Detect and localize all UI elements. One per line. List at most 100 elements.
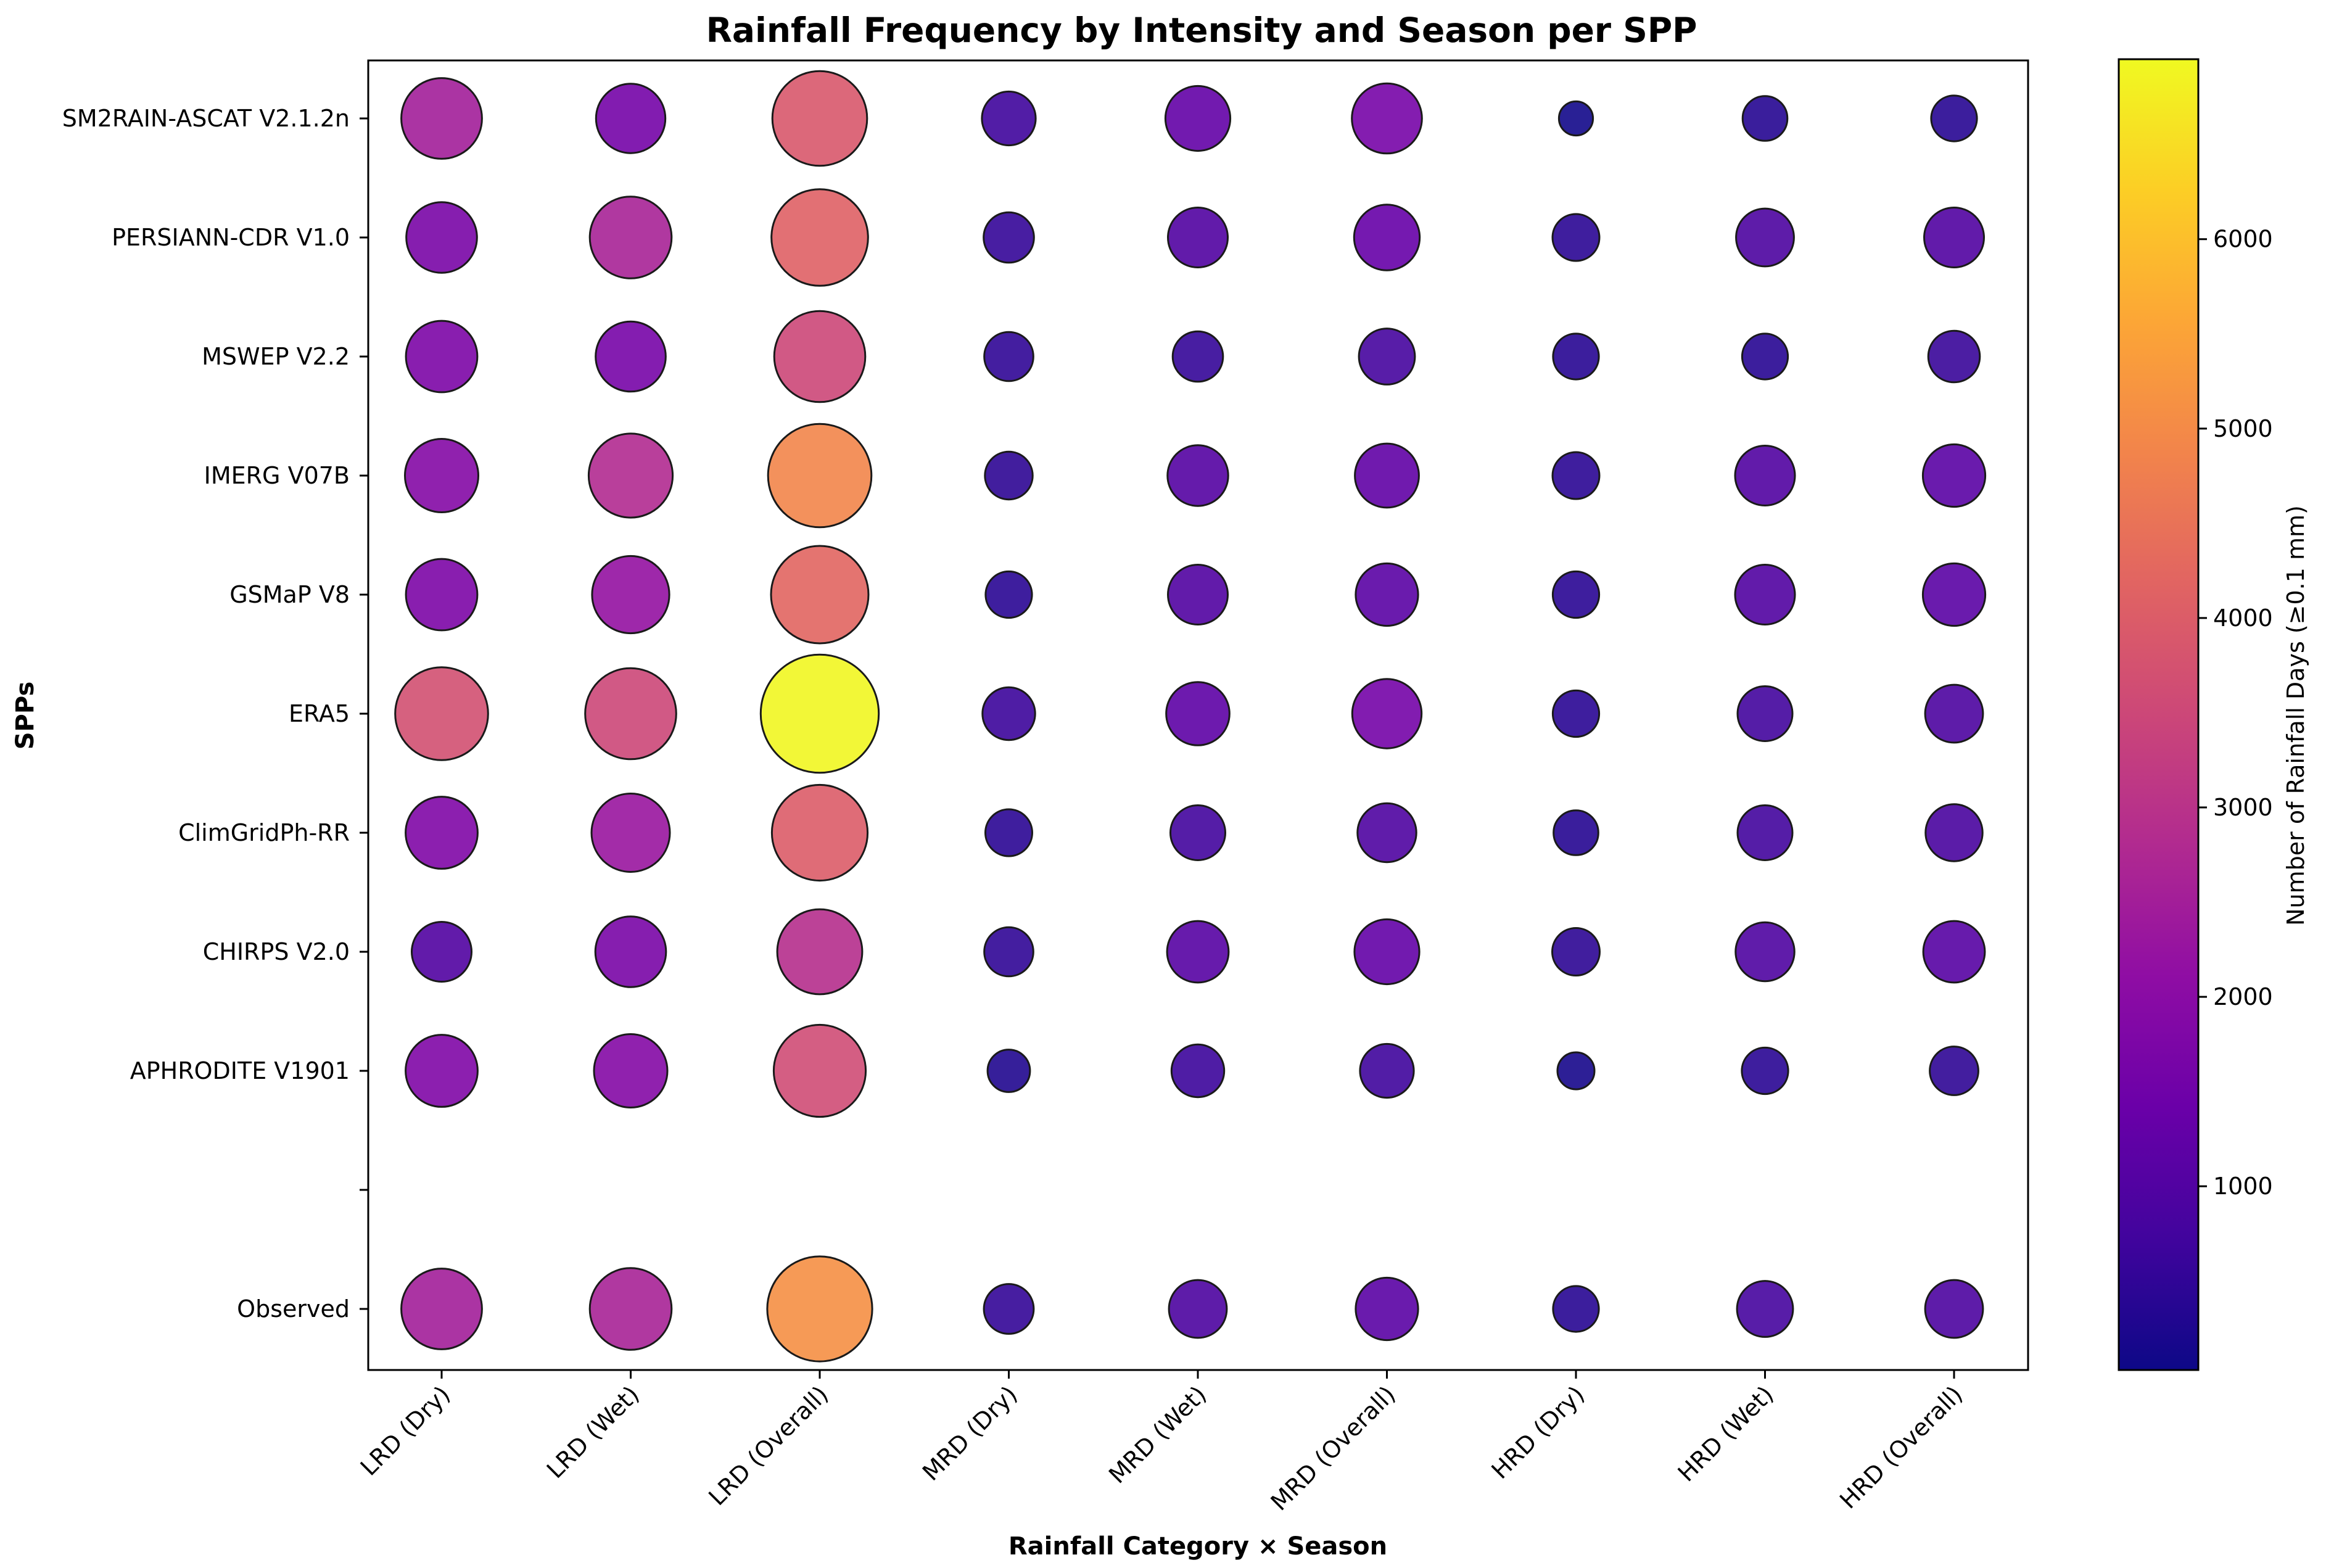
bubble-point bbox=[1164, 85, 1232, 152]
bubble-point bbox=[595, 320, 667, 393]
y-axis: SM2RAIN-ASCAT V2.1.2n PERSIANN-CDR V1.0 MS… bbox=[62, 105, 368, 1322]
bubble-point bbox=[1166, 444, 1229, 507]
bubble-point bbox=[1551, 213, 1601, 262]
bubble-point bbox=[1924, 803, 1984, 862]
colorbar-tick-label: 3000 bbox=[2213, 794, 2273, 821]
bubble-point bbox=[767, 423, 873, 529]
bubble-point bbox=[1741, 332, 1789, 381]
bubble-point bbox=[984, 450, 1034, 501]
colorbar-ticks: 1000 2000 3000 4000 5000 6000 bbox=[2198, 226, 2273, 1200]
y-tick-label: ERA5 bbox=[289, 700, 350, 727]
bubble-point bbox=[1355, 1276, 1419, 1342]
bubble-point bbox=[588, 196, 673, 279]
bubble-point bbox=[595, 83, 667, 154]
bubble-point bbox=[776, 908, 864, 996]
bubble-point bbox=[770, 188, 869, 287]
bubble-layer bbox=[394, 70, 1987, 1363]
bubble-point bbox=[773, 310, 867, 403]
bubble-point bbox=[1741, 95, 1789, 142]
bubble-point bbox=[1734, 921, 1796, 983]
bubble-point bbox=[1170, 1043, 1226, 1099]
bubble-point bbox=[1924, 683, 1984, 744]
bubble-point bbox=[1734, 445, 1796, 506]
bubble-point bbox=[1921, 562, 1987, 627]
bubble-point bbox=[1351, 678, 1423, 749]
bubble-point bbox=[1358, 328, 1416, 386]
bubble-point bbox=[594, 915, 667, 988]
bubble-point bbox=[588, 1267, 673, 1351]
x-axis-label: Rainfall Category × Season bbox=[1008, 1532, 1387, 1561]
colorbar-tick-label: 6000 bbox=[2213, 226, 2273, 253]
bubble-point bbox=[770, 783, 869, 882]
bubble-point bbox=[1356, 802, 1417, 864]
bubble-point bbox=[1351, 82, 1423, 155]
bubble-point bbox=[1553, 809, 1599, 856]
bubble-point bbox=[1167, 564, 1229, 625]
y-tick-label: MSWEP V2.2 bbox=[202, 343, 350, 370]
bubble-point bbox=[1355, 562, 1419, 627]
bubble-point bbox=[981, 90, 1037, 147]
bubble-point bbox=[1551, 689, 1601, 738]
bubble-point bbox=[1922, 920, 1986, 984]
y-tick-label: Observed bbox=[237, 1295, 350, 1322]
bubble-point bbox=[983, 1283, 1035, 1335]
colorbar-label: Number of Rainfall Days (≥0.1 mm) bbox=[2282, 505, 2309, 926]
bubble-point bbox=[1736, 1280, 1794, 1338]
bubble-point bbox=[400, 77, 483, 160]
bubble-point bbox=[1551, 451, 1601, 500]
bubble-point bbox=[593, 1033, 669, 1108]
colorbar-tick-label: 2000 bbox=[2213, 983, 2273, 1010]
y-tick-label: CHIRPS V2.0 bbox=[203, 938, 350, 965]
y-tick-label: APHRODITE V1901 bbox=[130, 1057, 350, 1084]
bubble-point bbox=[1735, 207, 1795, 268]
bubble-point bbox=[1167, 207, 1229, 268]
bubble-point bbox=[1736, 804, 1794, 861]
bubble-point bbox=[1552, 1285, 1600, 1333]
bubble-point bbox=[984, 570, 1033, 619]
bubble-point bbox=[1551, 570, 1601, 619]
bubble-point bbox=[394, 666, 489, 761]
bubble-point bbox=[1552, 332, 1600, 381]
bubble-point bbox=[983, 211, 1035, 264]
bubble-point bbox=[1166, 920, 1230, 984]
bubble-point bbox=[1557, 100, 1594, 137]
bubble-point bbox=[772, 1023, 867, 1118]
bubble-point bbox=[1927, 329, 1981, 384]
bubble-point bbox=[770, 545, 870, 645]
bubble-point bbox=[1556, 1051, 1596, 1091]
y-tick-label: GSMaP V8 bbox=[229, 581, 350, 608]
bubble-point bbox=[981, 686, 1036, 741]
bubble-point bbox=[1930, 94, 1978, 142]
bubble-point bbox=[1353, 918, 1421, 986]
bubble-point bbox=[1741, 1046, 1789, 1096]
bubble-point bbox=[1734, 564, 1796, 625]
bubble-point bbox=[584, 667, 677, 761]
bubble-point bbox=[984, 808, 1033, 857]
colorbar-tick-label: 5000 bbox=[2213, 415, 2273, 442]
bubble-point bbox=[1168, 1279, 1228, 1339]
bubble-point bbox=[983, 926, 1034, 978]
bubble-point bbox=[590, 793, 671, 873]
bubble-point bbox=[405, 558, 479, 632]
bubble-point bbox=[400, 1268, 483, 1350]
bubble-point bbox=[405, 796, 479, 870]
bubble-point bbox=[1165, 681, 1231, 746]
bubble-point bbox=[1551, 927, 1601, 976]
bubble-point bbox=[405, 201, 478, 274]
bubble-point bbox=[405, 1034, 479, 1108]
colorbar-scale bbox=[2118, 58, 2200, 1371]
bubble-point bbox=[1921, 443, 1987, 508]
bubble-point bbox=[587, 432, 674, 519]
bubble-point bbox=[1929, 1046, 1979, 1096]
bubble-point bbox=[411, 921, 472, 983]
bubble-point bbox=[771, 70, 868, 167]
bubble-point bbox=[766, 1255, 873, 1363]
bubble-point bbox=[404, 438, 479, 513]
colorbar: 1000 2000 3000 4000 5000 6000 Number of Rainf… bbox=[2118, 58, 2309, 1371]
bubble-point bbox=[1353, 204, 1421, 271]
bubble-point bbox=[1924, 1279, 1984, 1339]
bubble-point bbox=[1359, 1042, 1415, 1099]
bubble-point bbox=[1923, 207, 1985, 268]
bubble-point bbox=[1354, 442, 1420, 509]
